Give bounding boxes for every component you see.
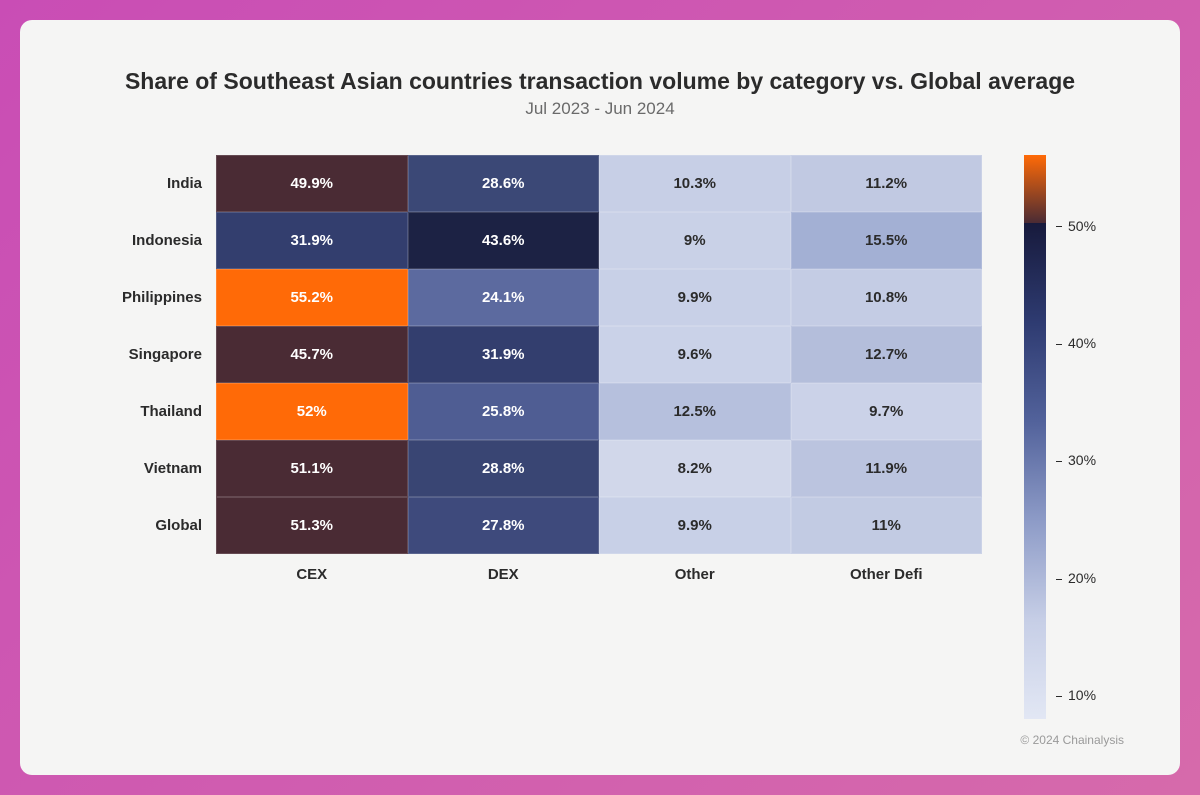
heatmap-cell: 28.6% — [408, 155, 600, 212]
colorbar-ticks: 50% 40% 30% 20% 10% — [1056, 155, 1114, 719]
chart-card: Share of Southeast Asian countries trans… — [20, 20, 1180, 775]
heatmap-grid: India49.9%28.6%10.3%11.2%Indonesia31.9%4… — [86, 155, 982, 554]
colorbar-tick: 30% — [1056, 452, 1096, 468]
colorbar-tick: 50% — [1056, 218, 1096, 234]
heatmap-cell: 9% — [599, 212, 791, 269]
heatmap-cell: 15.5% — [791, 212, 983, 269]
heatmap-cell: 10.8% — [791, 269, 983, 326]
heatmap: India49.9%28.6%10.3%11.2%Indonesia31.9%4… — [86, 155, 982, 719]
heatmap-column-labels: CEXDEXOtherOther Defi — [86, 554, 982, 583]
chart-title: Share of Southeast Asian countries trans… — [76, 68, 1124, 95]
heatmap-cell: 51.3% — [216, 497, 408, 554]
heatmap-cell: 12.5% — [599, 383, 791, 440]
colorbar-tick: 40% — [1056, 335, 1096, 351]
heatmap-row-label: Thailand — [86, 383, 216, 440]
heatmap-cell: 25.8% — [408, 383, 600, 440]
heatmap-cell: 28.8% — [408, 440, 600, 497]
colorbar-tick: 10% — [1056, 687, 1096, 703]
heatmap-cell: 52% — [216, 383, 408, 440]
heatmap-row-label: India — [86, 155, 216, 212]
colorbar-segment-low — [1024, 223, 1046, 719]
heatmap-cell: 51.1% — [216, 440, 408, 497]
colorbar-legend: 50% 40% 30% 20% 10% — [1024, 155, 1114, 719]
heatmap-cell: 31.9% — [408, 326, 600, 383]
heatmap-cell: 8.2% — [599, 440, 791, 497]
heatmap-cell: 11.9% — [791, 440, 983, 497]
heatmap-cell: 11% — [791, 497, 983, 554]
heatmap-column-label: DEX — [408, 566, 600, 583]
heatmap-cell: 31.9% — [216, 212, 408, 269]
colorbar-tick: 20% — [1056, 570, 1096, 586]
heatmap-cell: 9.9% — [599, 497, 791, 554]
heatmap-column-label: CEX — [216, 566, 408, 583]
heatmap-cell: 9.9% — [599, 269, 791, 326]
chart-subtitle: Jul 2023 - Jun 2024 — [76, 99, 1124, 119]
chart-area: India49.9%28.6%10.3%11.2%Indonesia31.9%4… — [76, 155, 1124, 719]
heatmap-cell: 11.2% — [791, 155, 983, 212]
attribution: © 2024 Chainalysis — [76, 733, 1124, 747]
heatmap-row-label: Singapore — [86, 326, 216, 383]
heatmap-row-label: Philippines — [86, 269, 216, 326]
heatmap-cell: 49.9% — [216, 155, 408, 212]
heatmap-cell: 24.1% — [408, 269, 600, 326]
heatmap-cell: 9.6% — [599, 326, 791, 383]
heatmap-column-label: Other — [599, 566, 791, 583]
colorbar — [1024, 155, 1046, 719]
heatmap-row-label: Vietnam — [86, 440, 216, 497]
heatmap-row-label: Global — [86, 497, 216, 554]
heatmap-cell: 9.7% — [791, 383, 983, 440]
heatmap-cell: 55.2% — [216, 269, 408, 326]
colorbar-segment-high — [1024, 155, 1046, 223]
heatmap-cell: 45.7% — [216, 326, 408, 383]
heatmap-cell: 10.3% — [599, 155, 791, 212]
heatmap-column-label: Other Defi — [791, 566, 983, 583]
heatmap-cell: 27.8% — [408, 497, 600, 554]
heatmap-row-label: Indonesia — [86, 212, 216, 269]
heatmap-cell: 43.6% — [408, 212, 600, 269]
heatmap-cell: 12.7% — [791, 326, 983, 383]
